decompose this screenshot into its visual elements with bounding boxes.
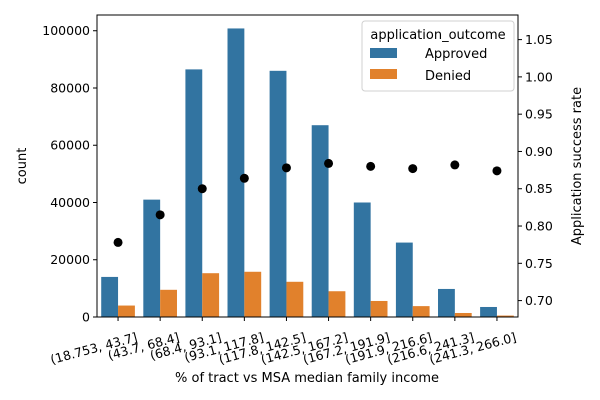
legend-label-approved: Approved <box>425 47 487 62</box>
bar-approved-1 <box>143 199 161 317</box>
y2-tick-label-3: 0.85 <box>525 181 553 196</box>
y2-tick-label-6: 1.00 <box>525 69 553 84</box>
bar-denied-9 <box>496 315 514 317</box>
y-tick-label-1: 20000 <box>50 252 90 267</box>
right-axis-ticks: 0.70 0.75 0.80 0.85 0.90 0.95 1.00 1.05 <box>518 32 553 308</box>
success-rate-point-9 <box>492 166 502 176</box>
success-rate-point-5 <box>324 158 334 168</box>
success-rate-point-1 <box>155 210 165 220</box>
y-tick-label-3: 60000 <box>50 138 90 153</box>
bars-layer <box>101 28 514 318</box>
bar-approved-7 <box>395 242 413 317</box>
legend-label-denied: Denied <box>425 69 471 84</box>
y2-tick-label-2: 0.80 <box>525 219 553 234</box>
bar-approved-4 <box>269 70 287 317</box>
y2-tick-label-1: 0.75 <box>525 256 553 271</box>
bar-approved-2 <box>185 69 203 317</box>
bar-denied-4 <box>286 281 304 317</box>
legend-box <box>361 20 515 92</box>
y-tick-label-5: 100000 <box>42 23 90 38</box>
bar-denied-0 <box>118 305 135 317</box>
bar-denied-1 <box>160 289 177 317</box>
y-tick-label-0: 0 <box>82 310 90 325</box>
legend-swatch-approved <box>370 48 397 58</box>
y2-tick-label-5: 0.95 <box>525 107 553 122</box>
success-rate-point-8 <box>450 160 460 170</box>
bar-approved-5 <box>311 125 329 318</box>
bar-denied-5 <box>328 291 346 317</box>
success-rate-point-0 <box>113 237 123 247</box>
x-axis-ticks: (18.753, 43.7](43.7, 68.4](68.4, 93.1](9… <box>49 317 518 367</box>
bar-denied-8 <box>454 312 472 317</box>
success-rate-point-2 <box>197 184 207 194</box>
success-rate-point-4 <box>281 163 291 173</box>
bar-denied-6 <box>370 300 388 317</box>
y-tick-label-2: 40000 <box>50 195 90 210</box>
plot-frame <box>96 14 519 318</box>
bar-approved-8 <box>438 288 455 317</box>
bar-approved-3 <box>227 28 245 317</box>
legend: application_outcome Approved Denied <box>361 20 515 92</box>
points-layer <box>113 158 502 247</box>
legend-title: application_outcome <box>370 28 505 43</box>
y-tick-label-4: 80000 <box>50 80 90 95</box>
y2-axis-title: Application success rate <box>570 87 585 245</box>
bar-approved-6 <box>353 202 371 317</box>
success-rate-point-3 <box>239 173 249 183</box>
bar-denied-2 <box>202 273 220 317</box>
success-rate-point-6 <box>366 161 376 171</box>
y2-tick-label-4: 0.90 <box>525 144 553 159</box>
bar-approved-0 <box>101 276 119 317</box>
bar-denied-3 <box>244 271 262 317</box>
bar-denied-7 <box>412 306 430 317</box>
left-axis-ticks: 0 20000 40000 60000 80000 100000 <box>42 23 97 325</box>
y2-tick-label-0: 0.70 <box>525 293 553 308</box>
bar-approved-9 <box>480 306 497 317</box>
success-rate-point-7 <box>408 164 418 174</box>
y-axis-title: count <box>15 148 30 185</box>
legend-swatch-denied <box>370 69 397 79</box>
x-axis-title: % of tract vs MSA median family income <box>175 371 439 386</box>
y2-tick-label-7: 1.05 <box>525 32 553 47</box>
